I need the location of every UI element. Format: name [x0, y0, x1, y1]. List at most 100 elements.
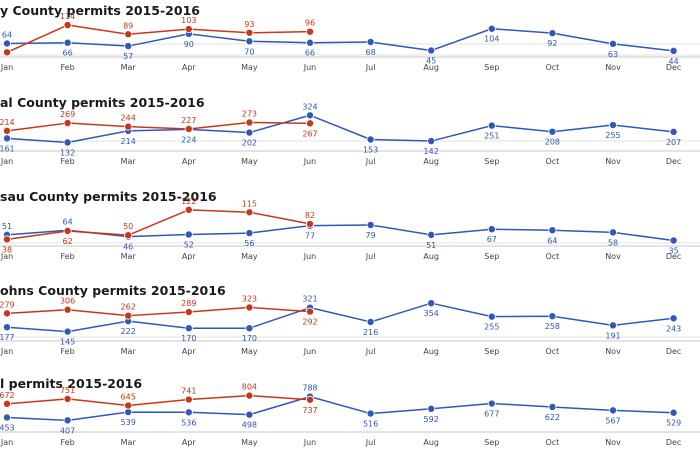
x-tick-label: May: [241, 438, 258, 447]
x-tick-label: Jul: [365, 347, 376, 356]
x-tick-label: Aug: [423, 157, 439, 166]
data-point: [184, 230, 193, 239]
x-tick-label: Sep: [484, 63, 499, 72]
data-point: [305, 111, 314, 120]
data-point: [184, 25, 193, 34]
x-tick-label: May: [241, 252, 258, 261]
x-tick-label: Jun: [303, 157, 317, 166]
data-point: [548, 402, 557, 411]
data-label: 622: [545, 413, 560, 422]
data-point: [366, 220, 375, 229]
x-tick-label: Oct: [545, 438, 559, 447]
data-label: 114: [60, 12, 75, 21]
data-point: [609, 121, 618, 130]
chart-panel-2: al County permits 2015-2016 Jan Feb Mar Apr M…: [0, 95, 700, 166]
x-tick-label: Feb: [61, 63, 75, 72]
data-label: 645: [121, 393, 136, 402]
data-point: [609, 321, 618, 330]
data-label: 64: [547, 236, 557, 245]
data-point: [184, 205, 193, 214]
data-label: 269: [60, 110, 75, 119]
data-point: [427, 230, 436, 239]
x-tick-label: Jun: [303, 63, 317, 72]
data-label: 208: [545, 138, 560, 147]
data-label: 63: [608, 50, 618, 59]
series-line: [6, 394, 311, 407]
x-tick-label: Jun: [303, 252, 317, 261]
data-point: [245, 128, 254, 137]
data-label: 273: [242, 109, 257, 118]
data-label: 741: [181, 387, 196, 396]
x-tick-label: Sep: [484, 347, 499, 356]
data-label: 567: [605, 416, 620, 425]
x-tick-label: Feb: [61, 438, 75, 447]
data-point: [366, 135, 375, 144]
x-tick-label: Nov: [605, 347, 621, 356]
x-tick-label: Sep: [484, 252, 499, 261]
data-point: [427, 46, 436, 55]
data-label: 92: [547, 39, 557, 48]
series-line: [6, 24, 311, 53]
data-label: 207: [666, 138, 681, 147]
data-label: 751: [60, 386, 75, 395]
data-label: 536: [181, 418, 196, 427]
data-label: 62: [63, 237, 73, 246]
series-line: [6, 27, 674, 52]
data-point: [124, 122, 133, 131]
data-label: 539: [121, 418, 136, 427]
x-tick-label: Dec: [666, 347, 681, 356]
data-point: [366, 409, 375, 418]
data-label: 66: [305, 49, 315, 58]
data-point: [124, 231, 133, 240]
data-label: 191: [605, 331, 620, 340]
data-label: 592: [424, 415, 439, 424]
data-label: 57: [123, 52, 133, 61]
chart-panel-4: ohns County permits 2015-2016 Jan Feb Mar Ap…: [0, 283, 700, 356]
chart-panel-3: sau County permits 2015-2016 Jan Feb Mar Apr…: [0, 189, 700, 261]
data-point: [305, 395, 314, 404]
data-label: 132: [60, 148, 75, 157]
data-point: [487, 225, 496, 234]
x-tick-label: Apr: [182, 438, 197, 447]
data-label: 90: [184, 40, 194, 49]
data-point: [184, 308, 193, 317]
data-point: [305, 119, 314, 128]
x-tick-label: Apr: [182, 347, 197, 356]
data-point: [245, 410, 254, 419]
x-tick-label: Feb: [61, 157, 75, 166]
series-line: [6, 114, 674, 144]
x-tick-label: Nov: [605, 438, 621, 447]
data-label: 243: [666, 324, 681, 333]
data-point: [63, 305, 72, 314]
data-point: [548, 226, 557, 235]
data-point: [124, 311, 133, 320]
x-tick-label: Dec: [666, 252, 681, 261]
x-tick-label: Mar: [121, 63, 137, 72]
chart-title: sau County permits 2015-2016: [0, 189, 217, 204]
x-tick-label: Sep: [484, 438, 499, 447]
data-label: 407: [60, 426, 75, 435]
data-label: 67: [487, 235, 497, 244]
data-label: 35: [669, 246, 679, 255]
data-label: 224: [181, 135, 196, 144]
data-point: [366, 38, 375, 47]
x-tick-label: Nov: [605, 157, 621, 166]
data-label: 56: [244, 239, 254, 248]
data-point: [184, 125, 193, 134]
x-tick-label: Nov: [605, 63, 621, 72]
data-label: 89: [123, 21, 133, 30]
x-tick-label: Jun: [303, 347, 317, 356]
data-label: 251: [484, 132, 499, 141]
data-point: [3, 235, 11, 244]
chart-title: l permits 2015-2016: [0, 376, 142, 391]
data-point: [3, 126, 11, 135]
x-tick-label: Apr: [182, 157, 197, 166]
data-point: [3, 39, 11, 48]
x-tick-label: Mar: [121, 252, 137, 261]
data-label: 58: [608, 238, 618, 247]
x-tick-label: Apr: [182, 252, 197, 261]
x-tick-label: Jun: [303, 438, 317, 447]
data-label: 45: [426, 56, 436, 65]
x-tick-label: Feb: [61, 347, 75, 356]
